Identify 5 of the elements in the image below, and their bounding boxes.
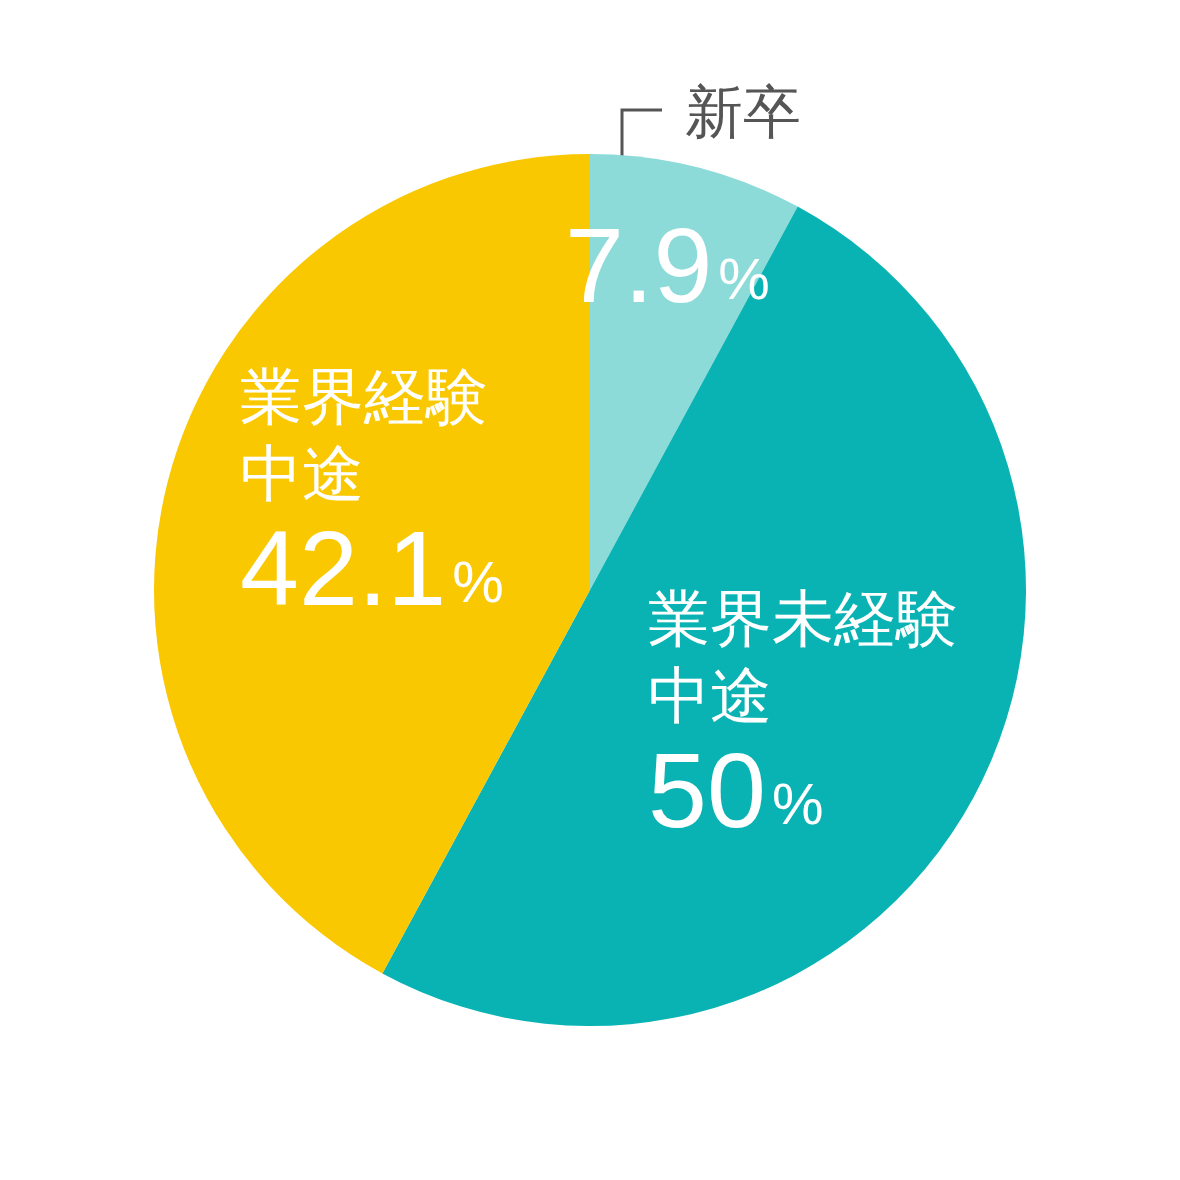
slice-label: 新卒	[685, 78, 801, 144]
data-label: 50%	[648, 731, 824, 849]
data-label: 42.1%	[240, 509, 504, 627]
slice-label: 業界未経験中途	[648, 584, 958, 730]
slice-label: 業界経験中途	[240, 362, 488, 508]
